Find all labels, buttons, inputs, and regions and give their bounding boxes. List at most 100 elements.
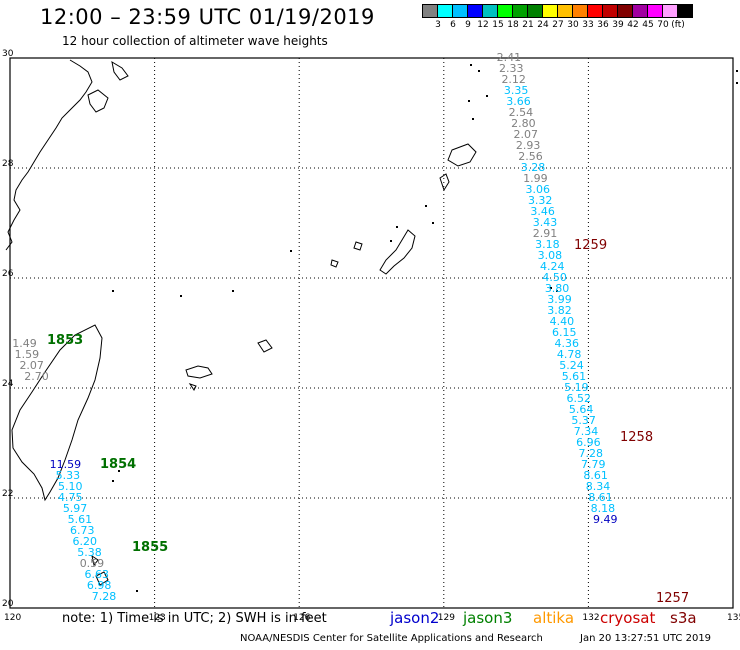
- units-note: note: 1) Time is in UTC; 2) SWH is in fe…: [62, 611, 327, 626]
- longitude-label: 129: [438, 613, 455, 623]
- batanes-coastline: [95, 571, 109, 586]
- swh-observation: 2.54: [509, 106, 534, 119]
- color-scale-labels: 3 6 9 12 15 18 21 24 27 30 33 36 39 42 45 70 (ft): [422, 18, 740, 30]
- small-island-coastline: [353, 241, 363, 251]
- color-scale-label: (ft): [671, 20, 685, 30]
- islet-dot: [486, 95, 488, 97]
- color-scale-label: 9: [465, 20, 471, 30]
- swh-observation: 2.07: [513, 128, 538, 141]
- longitude-label: 135: [727, 613, 740, 623]
- satellite-legend-s3a: s3a: [670, 609, 697, 627]
- generation-timestamp: Jan 20 13:27:51 UTC 2019: [580, 633, 712, 644]
- swh-observation: 1.99: [523, 172, 548, 185]
- islet-dot: [550, 287, 552, 289]
- ishigaki-coastline: [185, 365, 213, 379]
- swh-observation: 6.52: [567, 392, 592, 405]
- color-scale-label: 12: [477, 20, 489, 30]
- swh-observation: 3.35: [504, 84, 529, 97]
- swh-observation: 3.46: [530, 205, 555, 218]
- pass-time-label: 1854: [100, 457, 136, 472]
- islet-dot: [478, 70, 480, 72]
- color-scale-label: 45: [642, 20, 654, 30]
- swh-observation: 5.64: [569, 403, 594, 416]
- latitude-label: 28: [2, 159, 14, 169]
- taiwan-coastline: [11, 324, 103, 502]
- okinawa-coastline: [379, 229, 416, 275]
- swh-observation: 8.61: [583, 469, 608, 482]
- swh-observation: 3.28: [521, 161, 546, 174]
- color-scale-label: 6: [450, 20, 456, 30]
- swh-observation: 5.38: [77, 546, 102, 559]
- swh-observation: 6.73: [70, 524, 95, 537]
- kyushu-coastline: [5, 59, 93, 251]
- swh-observation: 7.79: [581, 458, 606, 471]
- swh-observation: 7.28: [579, 447, 604, 460]
- swh-observation: 6.20: [72, 535, 97, 548]
- map-title: 12:00 – 23:59 UTC 01/19/2019: [40, 5, 375, 29]
- islet-dot: [396, 226, 398, 228]
- swh-observation: 7.34: [574, 425, 599, 438]
- latitude-label: 20: [2, 599, 14, 609]
- islet-dot: [180, 295, 182, 297]
- islet-dot: [556, 290, 558, 292]
- swh-observation: 4.24: [540, 260, 565, 273]
- longitude-label: 120: [4, 613, 21, 623]
- kyushu-coastline-inner: [87, 89, 109, 113]
- pass-time-label: 1259: [574, 238, 607, 253]
- swh-observation: 8.18: [591, 502, 616, 515]
- swh-observation: 4.50: [542, 271, 567, 284]
- islet-dot: [425, 205, 427, 207]
- color-scale-label: 3: [435, 20, 441, 30]
- swh-observation: 3.82: [547, 304, 572, 317]
- swh-observation: 5.10: [58, 480, 83, 493]
- longitude-label: 126: [293, 613, 310, 623]
- batanes-coastline: [91, 554, 99, 567]
- color-scale-label: 33: [582, 20, 594, 30]
- swh-observation: 2.12: [501, 73, 526, 86]
- tanegashima-coastline: [447, 143, 477, 167]
- islet-dot: [470, 64, 472, 66]
- swh-observation: 2.70: [24, 370, 49, 383]
- swh-observation: 5.33: [56, 469, 81, 482]
- satellite-legend-altika: altika: [533, 609, 575, 627]
- swh-observation: 6.15: [552, 326, 577, 339]
- swh-observation: 6.96: [576, 436, 601, 449]
- islet-dot: [112, 480, 114, 482]
- kyushu-coast-fragment: [111, 60, 129, 81]
- color-scale-swatch: [677, 4, 693, 18]
- color-scale-label: 24: [537, 20, 549, 30]
- miyako-coastline: [257, 339, 273, 353]
- islet-dot: [390, 240, 392, 242]
- swh-observation: 8.34: [586, 480, 611, 493]
- observation-labels: 1.491.592.072.7011.595.335.104.755.975.6…: [12, 51, 617, 603]
- islet-dot: [232, 290, 234, 292]
- swh-observation: 2.80: [511, 117, 536, 130]
- color-scale-label: 39: [612, 20, 624, 30]
- amami-coastline: [439, 173, 450, 192]
- swh-observation: 6.98: [87, 579, 112, 592]
- map-frame: [9, 57, 734, 609]
- credit-text: NOAA/NESDIS Center for Satellite Applica…: [240, 633, 543, 644]
- islet-dot: [112, 290, 114, 292]
- swh-observation: 3.80: [545, 282, 570, 295]
- swh-observation: 7.28: [92, 590, 117, 603]
- latitude-label: 30: [2, 49, 14, 59]
- swh-observation: 3.18: [535, 238, 560, 251]
- swh-observation: 6.63: [85, 568, 110, 581]
- swh-observation: 9.49: [593, 513, 618, 526]
- lat-lon-grid: 30 28 26 24 22 20 120 123 126 129 132 135: [2, 49, 740, 623]
- islet-dot: [118, 470, 120, 472]
- swh-observation: 4.40: [550, 315, 575, 328]
- small-island-coastline: [188, 383, 197, 391]
- swh-observation: 2.33: [499, 62, 524, 75]
- map-subtitle: 12 hour collection of altimeter wave hei…: [62, 34, 328, 48]
- swh-observation: 3.32: [528, 194, 553, 207]
- swh-observation: 5.19: [564, 381, 589, 394]
- swh-observation: 4.78: [557, 348, 582, 361]
- swh-observation: 5.97: [63, 502, 88, 515]
- swh-observation: 3.08: [538, 249, 563, 262]
- color-scale-label: 15: [492, 20, 504, 30]
- swh-observation: 4.75: [58, 491, 83, 504]
- small-island-coastline: [330, 259, 339, 268]
